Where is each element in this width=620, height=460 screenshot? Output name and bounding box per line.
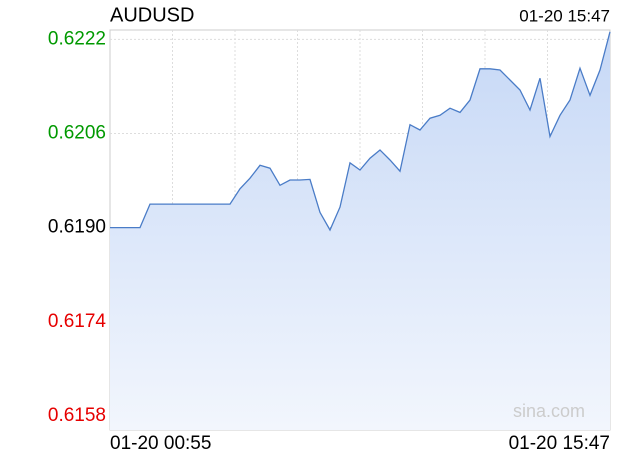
price-line [110,31,611,232]
timestamp: 01-20 15:47 [519,6,610,25]
x-tick-label: 01-20 15:47 [509,433,610,454]
y-tick-label: 0.6174 [48,311,107,332]
watermark: sina.com [513,401,585,421]
y-tick-label: 0.6206 [48,123,106,144]
y-tick-label: 0.6190 [48,217,106,238]
y-tick-label: 0.6158 [48,405,106,426]
x-tick-label: 01-20 00:55 [110,433,211,454]
chart-title: AUDUSD [110,4,194,26]
area [110,31,610,431]
y-tick-label: 0.6222 [48,28,106,49]
